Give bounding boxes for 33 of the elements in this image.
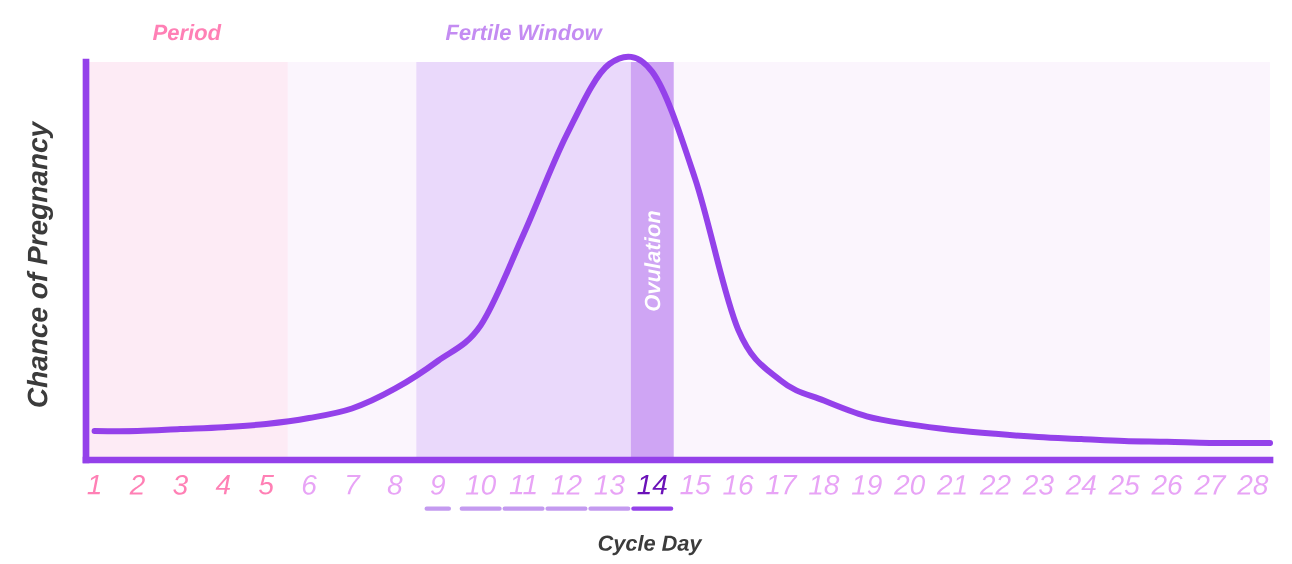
x-tick-label: 15 xyxy=(680,474,711,495)
x-tick-label: 19 xyxy=(851,474,882,495)
x-tick-label: 12 xyxy=(551,474,582,495)
y-axis-title: Chance of Pregnancy xyxy=(26,120,53,407)
x-tick-label: 5 xyxy=(259,474,275,495)
x-tick-label: 6 xyxy=(302,474,317,495)
x-tick-label: 10 xyxy=(465,474,497,495)
x-tick-label: 26 xyxy=(1151,474,1183,495)
x-tick-label: 4 xyxy=(215,474,230,495)
x-tick-label: 20 xyxy=(893,474,926,495)
x-tick-label: 22 xyxy=(979,474,1011,495)
x-tick-label: 23 xyxy=(1022,474,1054,495)
x-axis-title: Cycle Day xyxy=(598,534,703,556)
x-tick-label: 16 xyxy=(723,474,754,495)
x-tick-label: 7 xyxy=(347,474,361,495)
x-tick-label: 17 xyxy=(766,474,798,495)
band-label: Period xyxy=(152,24,222,41)
x-tick-label: 13 xyxy=(594,474,625,495)
x-tick-label: 28 xyxy=(1237,474,1269,495)
band-label: Ovulation xyxy=(644,211,661,311)
band-label: Fertile Window xyxy=(445,24,603,41)
x-tick-label: 11 xyxy=(509,474,536,495)
x-tick-label: 2 xyxy=(129,474,145,495)
x-tick-label: 25 xyxy=(1108,474,1140,495)
x-tick-label: 18 xyxy=(809,474,840,495)
x-tick-label: 3 xyxy=(173,474,188,495)
x-tick-label: 24 xyxy=(1065,474,1096,495)
x-tick-label: 14 xyxy=(637,474,667,495)
x-tick-label: 27 xyxy=(1194,474,1227,495)
x-tick-label: 1 xyxy=(87,474,101,495)
x-tick-label: 9 xyxy=(430,474,445,495)
x-tick-label: 21 xyxy=(936,474,966,495)
x-tick-label: 8 xyxy=(387,474,403,495)
